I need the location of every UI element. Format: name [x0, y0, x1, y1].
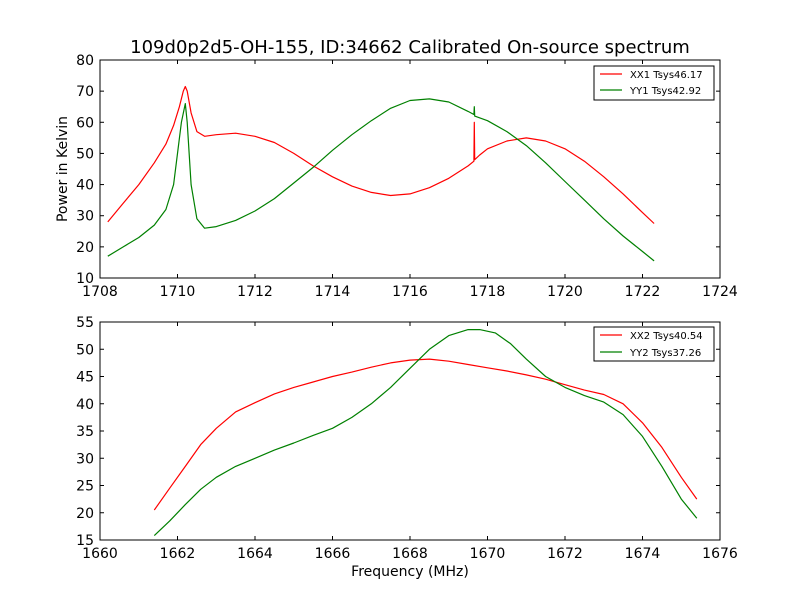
bottom-legend-label-xx2: XX2 Tsys40.54	[630, 331, 703, 342]
top-xtick-label: 1710	[160, 284, 196, 300]
top-ytick-label: 30	[76, 209, 94, 225]
bottom-xtick-label: 1672	[547, 546, 583, 562]
bottom-xtick-label: 1674	[625, 546, 661, 562]
bottom-chart-ticks: 1660 1662 1664 1666 1668 1670 1672 1674 1676 15 20…	[76, 315, 738, 562]
bottom-legend-box	[593, 326, 715, 362]
top-ytick-label: 40	[76, 178, 94, 194]
top-chart-series	[107, 85, 655, 262]
top-series-line-green	[107, 98, 655, 262]
bottom-chart: 1660 1662 1664 1666 1668 1670 1672 1674 1676 15 20…	[76, 315, 738, 580]
top-legend-label-xx1: XX1 Tsys46.17	[630, 70, 703, 81]
top-legend-label-yy1: YY1 Tsys42.92	[629, 86, 701, 97]
top-xtick-label: 1718	[470, 284, 506, 300]
top-ytick-label: 10	[76, 271, 94, 287]
bottom-series-line-green	[153, 329, 698, 537]
bottom-ytick-label: 15	[76, 533, 94, 549]
top-chart-legend: XX1 Tsys46.17 YY1 Tsys42.92	[593, 65, 715, 101]
top-xtick-label: 1724	[702, 284, 738, 300]
bottom-xtick-label: 1666	[315, 546, 351, 562]
bottom-ytick-label: 30	[76, 451, 94, 467]
top-chart-ticks: 1708 1710 1712 1714 1716 1718 1720 1722 1724 10 20…	[76, 53, 738, 300]
top-series-line-red	[107, 85, 655, 224]
bottom-xtick-label: 1664	[237, 546, 273, 562]
bottom-ytick-label: 20	[76, 506, 94, 522]
top-ytick-label: 80	[76, 53, 94, 69]
top-legend-box	[593, 65, 715, 101]
bottom-ytick-label: 50	[76, 342, 94, 358]
bottom-legend-label-yy2: YY2 Tsys37.26	[629, 348, 701, 359]
top-ytick-label: 50	[76, 146, 94, 162]
bottom-xtick-label: 1668	[392, 546, 428, 562]
top-xtick-label: 1712	[237, 284, 273, 300]
top-ytick-label: 20	[76, 240, 94, 256]
bottom-xtick-label: 1660	[82, 546, 118, 562]
top-xtick-label: 1714	[315, 284, 351, 300]
top-chart-title: 109d0p2d5-OH-155, ID:34662 Calibrated On…	[130, 37, 690, 58]
top-xtick-label: 1716	[392, 284, 428, 300]
top-chart: 1708 1710 1712 1714 1716 1718 1720 1722 1724 10 20…	[55, 53, 738, 300]
top-ytick-label: 70	[76, 84, 94, 100]
top-chart-ylabel: Power in Kelvin	[55, 116, 71, 222]
bottom-chart-series	[153, 329, 698, 537]
bottom-ytick-label: 45	[76, 370, 94, 386]
top-ytick-label: 60	[76, 115, 94, 131]
bottom-chart-xlabel: Frequency (MHz)	[351, 564, 469, 580]
bottom-ytick-label: 40	[76, 397, 94, 413]
bottom-ytick-label: 55	[76, 315, 94, 331]
bottom-ytick-label: 25	[76, 479, 94, 495]
bottom-ytick-label: 35	[76, 424, 94, 440]
top-xtick-label: 1720	[547, 284, 583, 300]
top-xtick-label: 1722	[625, 284, 661, 300]
top-xtick-label: 1708	[82, 284, 118, 300]
bottom-xtick-label: 1670	[470, 546, 506, 562]
bottom-xtick-label: 1676	[702, 546, 738, 562]
bottom-chart-legend: XX2 Tsys40.54 YY2 Tsys37.26	[593, 326, 715, 362]
bottom-xtick-label: 1662	[160, 546, 196, 562]
